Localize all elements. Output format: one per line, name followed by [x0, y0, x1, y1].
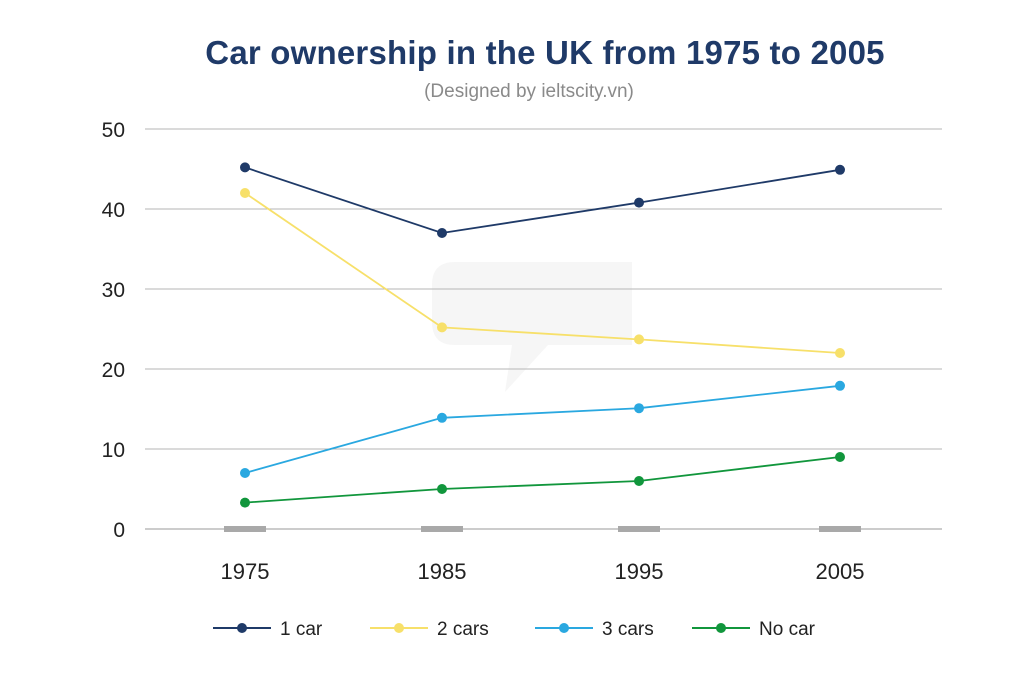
legend-swatch-marker — [237, 623, 247, 633]
x-category-marker — [421, 526, 463, 532]
legend-label: 3 cars — [602, 619, 654, 640]
series-3-cars — [240, 380, 845, 478]
watermark-logo-icon — [432, 262, 632, 392]
data-point — [835, 380, 845, 391]
data-point — [634, 403, 644, 414]
data-point — [634, 197, 644, 208]
x-category-marker — [224, 526, 266, 532]
x-tick-label: 2005 — [816, 559, 865, 584]
legend-item: 2 cars — [370, 619, 489, 640]
legend-label: 2 cars — [437, 619, 489, 640]
data-point — [835, 348, 845, 358]
data-point — [437, 228, 447, 238]
x-tick-label: 1995 — [615, 559, 664, 584]
legend-item: 1 car — [213, 619, 323, 640]
series-line — [244, 192, 841, 354]
chart-title: Car ownership in the UK from 1975 to 200… — [205, 34, 885, 71]
series-line — [244, 456, 841, 504]
data-point — [835, 164, 845, 175]
y-tick-label: 40 — [102, 199, 125, 222]
legend-item: No car — [692, 619, 816, 640]
data-point — [437, 484, 447, 494]
y-tick-label: 20 — [102, 359, 125, 382]
y-tick-label: 0 — [113, 519, 125, 542]
data-point — [240, 162, 250, 173]
data-point — [634, 334, 644, 345]
data-point — [437, 412, 447, 423]
data-point — [240, 497, 250, 508]
data-point — [240, 188, 250, 198]
legend-label: 1 car — [280, 619, 323, 640]
x-category-marker — [618, 526, 660, 532]
x-tick-label: 1985 — [418, 559, 467, 584]
y-tick-label: 50 — [102, 119, 125, 142]
legend-label: No car — [759, 619, 816, 640]
legend-swatch-marker — [559, 623, 569, 633]
series-no-car — [240, 452, 845, 508]
data-point — [240, 468, 250, 478]
data-point — [437, 322, 447, 333]
data-point — [835, 452, 845, 462]
chart-subtitle: (Designed by ieltscity.vn) — [424, 81, 634, 102]
x-category-marker — [819, 526, 861, 532]
legend-item: 3 cars — [535, 619, 654, 640]
x-tick-label: 1975 — [221, 559, 270, 584]
legend-swatch-marker — [394, 623, 404, 633]
series-1-car — [240, 162, 845, 238]
legend-swatch-marker — [716, 623, 726, 633]
series-2-cars — [240, 188, 845, 358]
data-point — [634, 476, 644, 486]
series-line — [244, 384, 841, 474]
y-tick-label: 10 — [102, 439, 125, 462]
y-tick-label: 30 — [102, 279, 125, 302]
series-line — [244, 166, 841, 234]
